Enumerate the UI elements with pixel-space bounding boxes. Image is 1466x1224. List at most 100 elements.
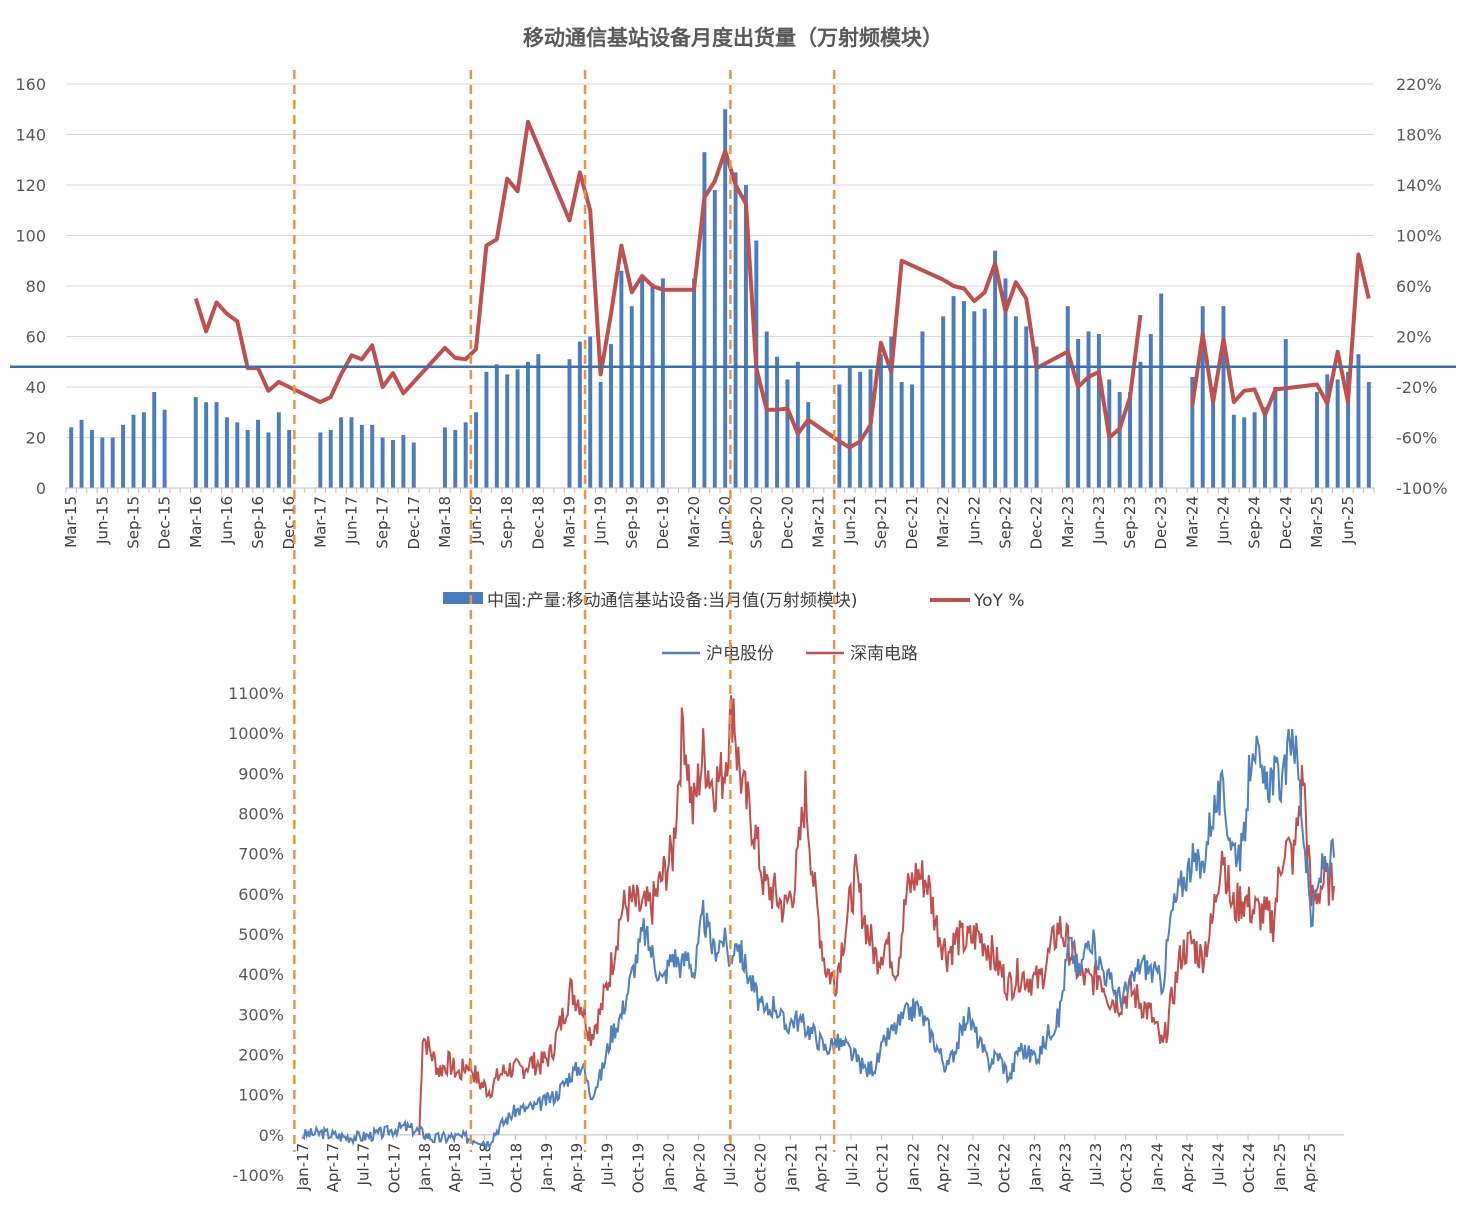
bottom-tick-label: 1100% bbox=[228, 684, 284, 703]
shipment-bar bbox=[141, 412, 146, 488]
shipment-bar bbox=[1231, 414, 1236, 488]
shipment-bar bbox=[598, 381, 603, 488]
shipment-bar bbox=[1138, 361, 1143, 488]
top-x-tick-label: Mar-25 bbox=[1308, 496, 1326, 548]
legend-swatch-bar bbox=[443, 592, 483, 604]
shipment-bar bbox=[69, 427, 74, 488]
top-x-tick-label: Dec-24 bbox=[1277, 496, 1295, 550]
bottom-x-tick-label: Apr-17 bbox=[324, 1143, 342, 1193]
shipment-bar bbox=[256, 419, 261, 488]
bottom-x-tick-label: Oct-24 bbox=[1240, 1143, 1258, 1193]
top-x-tick-label: Jun-23 bbox=[1090, 496, 1108, 545]
shipment-bar bbox=[536, 354, 541, 488]
shipment-bar bbox=[401, 434, 406, 488]
left-tick-label: 40 bbox=[26, 378, 46, 397]
shipment-bar bbox=[588, 336, 593, 488]
shipment-bar bbox=[453, 429, 458, 488]
bottom-x-tick-label: Jan-24 bbox=[1148, 1143, 1166, 1192]
shipment-bar bbox=[1117, 392, 1122, 488]
shipment-bar bbox=[660, 278, 665, 488]
bottom-x-tick-label: Apr-23 bbox=[1057, 1143, 1075, 1193]
bottom-x-tick-label: Apr-25 bbox=[1301, 1143, 1319, 1193]
shipment-bar bbox=[650, 283, 655, 488]
top-x-tick-label: Sep-17 bbox=[374, 496, 392, 549]
top-x-tick-label: Sep-22 bbox=[996, 496, 1014, 549]
bottom-x-tick-label: Jul-21 bbox=[843, 1143, 861, 1187]
bottom-x-tick-label: Apr-24 bbox=[1179, 1143, 1197, 1193]
shipment-bar bbox=[442, 427, 447, 488]
bottom-x-axis: Jan-17 Apr-17 Jul-17 Oct-17 Jan-18 Apr-18 Jul-… bbox=[294, 1134, 1344, 1193]
top-x-tick-label: Dec-22 bbox=[1028, 496, 1046, 550]
shipment-bar bbox=[1024, 326, 1029, 488]
top-gridlines bbox=[66, 83, 1374, 438]
top-x-tick-label: Jun-19 bbox=[592, 496, 610, 545]
shipment-bar bbox=[619, 270, 624, 488]
shipment-bar bbox=[1096, 333, 1101, 488]
top-x-tick-label: Mar-24 bbox=[1183, 496, 1201, 548]
top-x-tick-label: Sep-24 bbox=[1246, 496, 1264, 549]
shipment-bar bbox=[640, 275, 645, 488]
shipment-bar bbox=[951, 296, 956, 488]
shipment-bar bbox=[1076, 339, 1081, 488]
shipment-bar bbox=[712, 190, 717, 489]
shipment-bar bbox=[89, 429, 94, 488]
left-tick-label: 100 bbox=[15, 227, 46, 246]
shipment-bar bbox=[858, 371, 863, 488]
top-x-tick-label: Sep-18 bbox=[498, 496, 516, 549]
shipment-bar bbox=[214, 402, 219, 488]
bottom-x-tick-label: Apr-22 bbox=[935, 1143, 953, 1193]
left-tick-label: 140 bbox=[15, 126, 46, 145]
shipment-bar bbox=[972, 311, 977, 488]
bottom-x-tick-label: Jan-23 bbox=[1026, 1143, 1044, 1192]
top-x-tick-label: Jun-15 bbox=[93, 496, 111, 545]
top-x-tick-label: Dec-21 bbox=[903, 496, 921, 550]
shipment-bar bbox=[1034, 346, 1039, 488]
yoy-line-layer bbox=[193, 119, 1371, 450]
bottom-x-tick-label: Apr-18 bbox=[446, 1143, 464, 1193]
bottom-tick-label: 800% bbox=[238, 805, 284, 824]
bottom-x-tick-label: Jan-18 bbox=[416, 1143, 434, 1192]
left-tick-label: 120 bbox=[15, 176, 46, 195]
bottom-x-tick-label: Jul-18 bbox=[477, 1143, 495, 1187]
top-x-tick-label: Mar-17 bbox=[311, 496, 329, 548]
shipment-bar bbox=[692, 278, 697, 488]
shipment-bar bbox=[1013, 316, 1018, 488]
bottom-x-tick-label: Jul-19 bbox=[599, 1143, 617, 1187]
shipment-bar bbox=[339, 417, 344, 488]
shipment-bar bbox=[629, 306, 634, 488]
shipment-bar bbox=[474, 412, 479, 488]
bottom-tick-label: 0% bbox=[259, 1126, 284, 1145]
shipment-bars bbox=[69, 109, 1371, 489]
stock-lines-layer bbox=[302, 695, 1335, 1152]
legend-label-huadian: 沪电股份 bbox=[706, 644, 774, 664]
shipment-bar bbox=[743, 185, 748, 488]
top-x-tick-label: Sep-15 bbox=[124, 496, 142, 549]
shipment-bar bbox=[1283, 339, 1288, 488]
top-x-tick-label: Jun-16 bbox=[218, 496, 236, 545]
top-x-tick-label: Dec-17 bbox=[405, 496, 423, 550]
left-tick-label: 160 bbox=[15, 75, 46, 94]
shipment-bar bbox=[1086, 331, 1091, 488]
shipment-bar bbox=[121, 424, 126, 488]
vertical-markers bbox=[293, 70, 836, 1152]
shipment-bar bbox=[224, 417, 229, 488]
top-x-tick-label: Jun-25 bbox=[1339, 496, 1357, 545]
shipment-bar bbox=[1263, 407, 1267, 488]
shipment-bar bbox=[806, 402, 811, 488]
shipment-bar bbox=[1200, 306, 1205, 488]
right-tick-label: 20% bbox=[1396, 328, 1432, 347]
top-right-axis: -100% -60% -20% 20% 60% 100% 140% 180% 220% bbox=[1396, 75, 1448, 498]
bottom-x-tick-label: Jul-17 bbox=[355, 1143, 373, 1187]
shipment-bar bbox=[1335, 379, 1340, 488]
shipment-bar bbox=[982, 308, 987, 488]
bottom-x-tick-label: Jan-20 bbox=[660, 1143, 678, 1192]
shipment-bar bbox=[411, 442, 416, 488]
top-x-tick-label: Jun-21 bbox=[841, 496, 859, 545]
top-x-tick-label: Sep-20 bbox=[747, 496, 765, 549]
shipment-bar bbox=[245, 429, 250, 488]
top-x-tick-label: Jun-17 bbox=[342, 496, 360, 545]
right-tick-label: -60% bbox=[1396, 429, 1437, 448]
shipment-bar bbox=[941, 316, 946, 488]
